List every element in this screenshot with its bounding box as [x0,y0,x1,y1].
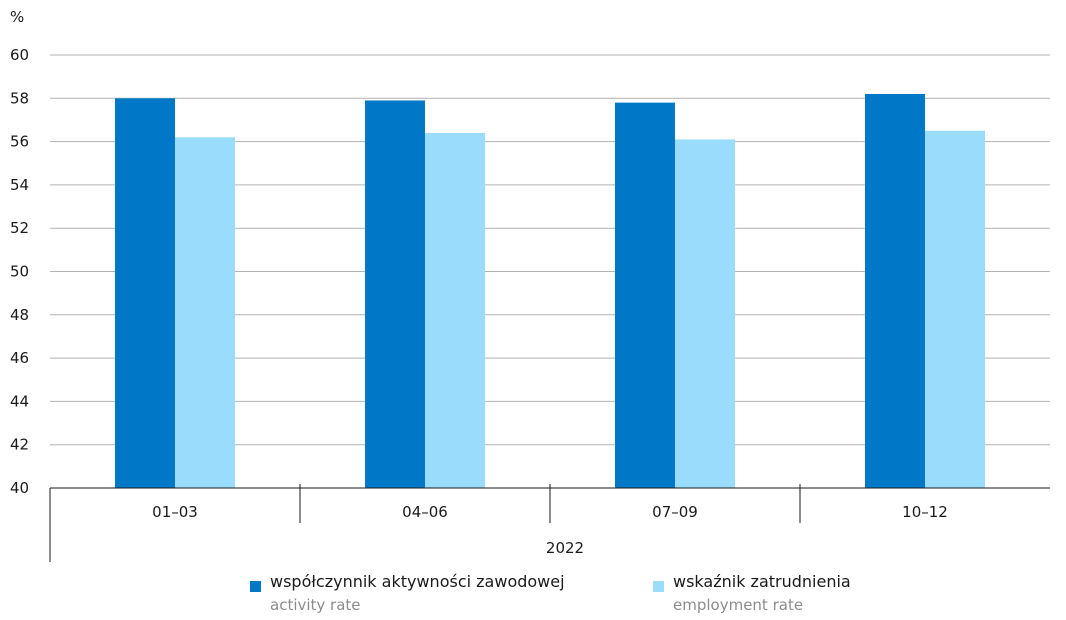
bar-employment-rate-1 [175,137,235,488]
bar-activity-rate-2 [365,100,425,488]
y-tick-label-54: 54 [10,176,29,194]
bar-employment-rate-2 [425,133,485,488]
y-tick-label-60: 60 [10,46,29,64]
legend-swatch-activity-rate [250,581,261,592]
legend-swatch-employment-rate [653,581,664,592]
y-tick-label-42: 42 [10,436,29,454]
bar-activity-rate-4 [865,94,925,488]
y-unit-label: % [10,8,24,26]
bar-employment-rate-3 [675,139,735,488]
legend-label-employment-rate-en: employment rate [673,596,803,614]
y-tick-label-44: 44 [10,392,29,410]
y-tick-label-52: 52 [10,219,29,237]
y-tick-label-58: 58 [10,89,29,107]
legend-label-activity-rate-pl: współczynnik aktywności zawodowej [270,572,565,591]
legend-label-employment-rate-pl: wskaźnik zatrudnienia [673,572,851,591]
x-group-label: 2022 [546,539,584,557]
y-tick-labels: 40 42 44 46 48 50 52 54 56 58 60 [10,46,29,497]
y-tick-label-50: 50 [10,263,29,281]
bar-activity-rate-1 [115,98,175,488]
x-tick-label-3: 07–09 [652,503,698,521]
bar-chart-svg: % 40 42 44 46 48 50 52 54 56 58 60 01–03 04–06 07–09… [0,0,1066,570]
y-tick-label-40: 40 [10,479,29,497]
y-tick-label-48: 48 [10,306,29,324]
x-tick-label-4: 10–12 [902,503,948,521]
y-tick-label-46: 46 [10,349,29,367]
x-tick-label-1: 01–03 [152,503,198,521]
legend-label-activity-rate-en: activity rate [270,596,361,614]
legend: współczynnik aktywności zawodowej activi… [250,572,950,620]
bars [115,94,985,488]
x-tick-label-2: 04–06 [402,503,448,521]
bar-employment-rate-4 [925,131,985,488]
y-tick-label-56: 56 [10,133,29,151]
bar-activity-rate-3 [615,103,675,488]
